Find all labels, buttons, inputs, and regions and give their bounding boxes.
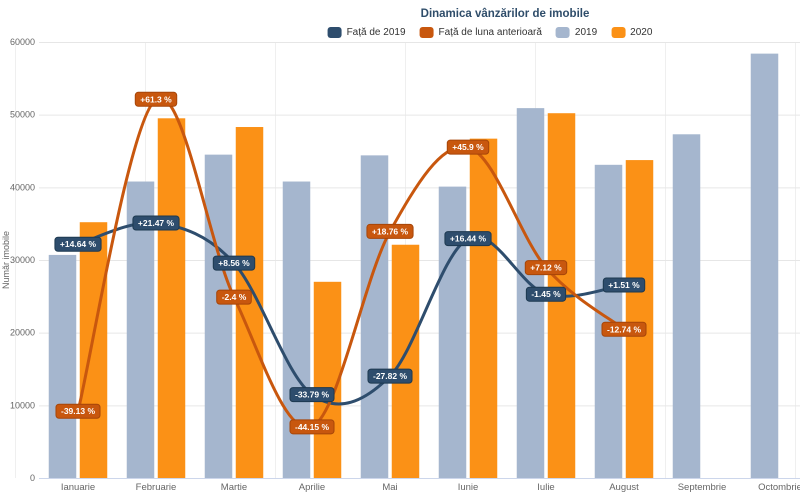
data-label-box bbox=[444, 231, 492, 247]
legend-swatch-2020 bbox=[611, 27, 626, 38]
legend-swatch-fata-de-2019 bbox=[327, 27, 342, 38]
chart-title: Dinamica vânzărilor de imobile bbox=[420, 8, 590, 20]
data-label-text: +16.44 % bbox=[450, 234, 487, 244]
legend-label: Față de 2019 bbox=[346, 27, 406, 38]
data-label-text: -33.79 % bbox=[295, 390, 329, 400]
data-label-text: -44.15 % bbox=[295, 422, 329, 432]
y-axis-tick-label: 0 bbox=[30, 473, 35, 483]
data-label-text: -2.4 % bbox=[222, 292, 247, 302]
legend-label: 2019 bbox=[574, 27, 598, 38]
x-axis-tick-label: Iulie bbox=[537, 482, 554, 493]
data-label-box bbox=[366, 223, 414, 239]
bar-2019-mai[interactable] bbox=[360, 155, 389, 479]
bar-2020-iunie[interactable] bbox=[469, 138, 498, 478]
bar-2020-februarie[interactable] bbox=[157, 118, 186, 479]
y-axis-tick-label: 50000 bbox=[10, 110, 35, 120]
bar-2020-august[interactable] bbox=[625, 160, 654, 479]
bar-2019-august[interactable] bbox=[594, 164, 623, 478]
legend-label: Față de luna anterioară bbox=[438, 27, 542, 38]
data-label-box bbox=[601, 321, 647, 337]
y-axis-tick-label: 40000 bbox=[10, 182, 35, 192]
legend-item-2020[interactable]: 2020 bbox=[611, 27, 652, 38]
y-axis-title: Număr imobile bbox=[1, 231, 11, 289]
x-axis-tick-label: Ianuarie bbox=[61, 482, 95, 493]
data-label-text: +18.76 % bbox=[372, 226, 409, 236]
data-label-text: +7.12 % bbox=[530, 263, 562, 273]
bar-2019-iunie[interactable] bbox=[438, 186, 467, 478]
x-axis-tick-label: Octombrie bbox=[758, 482, 800, 493]
bar-2020-mai[interactable] bbox=[391, 244, 420, 478]
legend-item-fata-de-luna-anterioara[interactable]: Față de luna anterioară bbox=[419, 27, 542, 38]
data-label-text: +1.51 % bbox=[608, 280, 640, 290]
data-label-text: +45.9 % bbox=[452, 142, 484, 152]
data-label-box bbox=[54, 236, 102, 252]
data-label-box bbox=[212, 255, 256, 271]
x-axis-tick-label: Iunie bbox=[458, 482, 479, 493]
legend-label: 2020 bbox=[630, 27, 653, 38]
data-label-text: +61.3 % bbox=[140, 94, 172, 104]
y-axis-tick-label: 30000 bbox=[10, 255, 35, 265]
y-axis-tick-label: 60000 bbox=[10, 37, 35, 47]
y-axis-tick-label: 20000 bbox=[10, 328, 35, 338]
x-axis-tick-label: Februarie bbox=[136, 482, 177, 493]
legend-swatch-fata-de-luna-anterioara bbox=[419, 27, 434, 38]
x-axis-tick-label: August bbox=[609, 482, 639, 493]
legend-item-2019[interactable]: 2019 bbox=[555, 27, 598, 38]
bar-2019-martie[interactable] bbox=[204, 154, 233, 478]
data-label-text: -39.13 % bbox=[61, 406, 95, 416]
x-axis-tick-label: Mai bbox=[382, 482, 397, 493]
data-label-box bbox=[524, 260, 568, 276]
data-label-box bbox=[289, 419, 335, 435]
legend-item-fata-de-2019[interactable]: Față de 2019 bbox=[327, 27, 406, 38]
bar-2019-ianuarie[interactable] bbox=[48, 254, 77, 478]
data-label-text: -12.74 % bbox=[607, 324, 641, 334]
data-label-box bbox=[132, 215, 180, 231]
data-label-text: +14.64 % bbox=[60, 239, 97, 249]
data-label-box bbox=[289, 387, 335, 403]
data-label-box bbox=[367, 368, 413, 384]
data-label-text: -1.45 % bbox=[531, 289, 561, 299]
x-axis-tick-label: Aprilie bbox=[299, 482, 325, 493]
y-axis-tick-label: 10000 bbox=[10, 400, 35, 410]
x-axis-tick-label: Martie bbox=[221, 482, 247, 493]
data-label-box bbox=[134, 91, 178, 107]
data-label-box bbox=[525, 286, 567, 302]
bar-2019-septembrie[interactable] bbox=[672, 134, 701, 478]
data-label-text: -27.82 % bbox=[373, 371, 407, 381]
bar-2019-octombrie[interactable] bbox=[750, 53, 779, 478]
chart-legend: Față de 2019 Față de luna anterioară 2019 2… bbox=[327, 27, 652, 38]
x-axis-tick-label: Septembrie bbox=[678, 482, 727, 493]
data-label-box bbox=[602, 277, 646, 293]
data-label-text: +21.47 % bbox=[138, 218, 175, 228]
data-label-box bbox=[216, 289, 252, 305]
data-label-box bbox=[55, 403, 101, 419]
data-label-text: +8.56 % bbox=[218, 258, 250, 268]
bar-2020-aprilie[interactable] bbox=[313, 281, 342, 478]
legend-swatch-2019 bbox=[555, 27, 570, 38]
bar-2020-ianuarie[interactable] bbox=[79, 222, 108, 478]
bar-2019-februarie[interactable] bbox=[126, 181, 155, 478]
data-label-box bbox=[446, 139, 490, 155]
